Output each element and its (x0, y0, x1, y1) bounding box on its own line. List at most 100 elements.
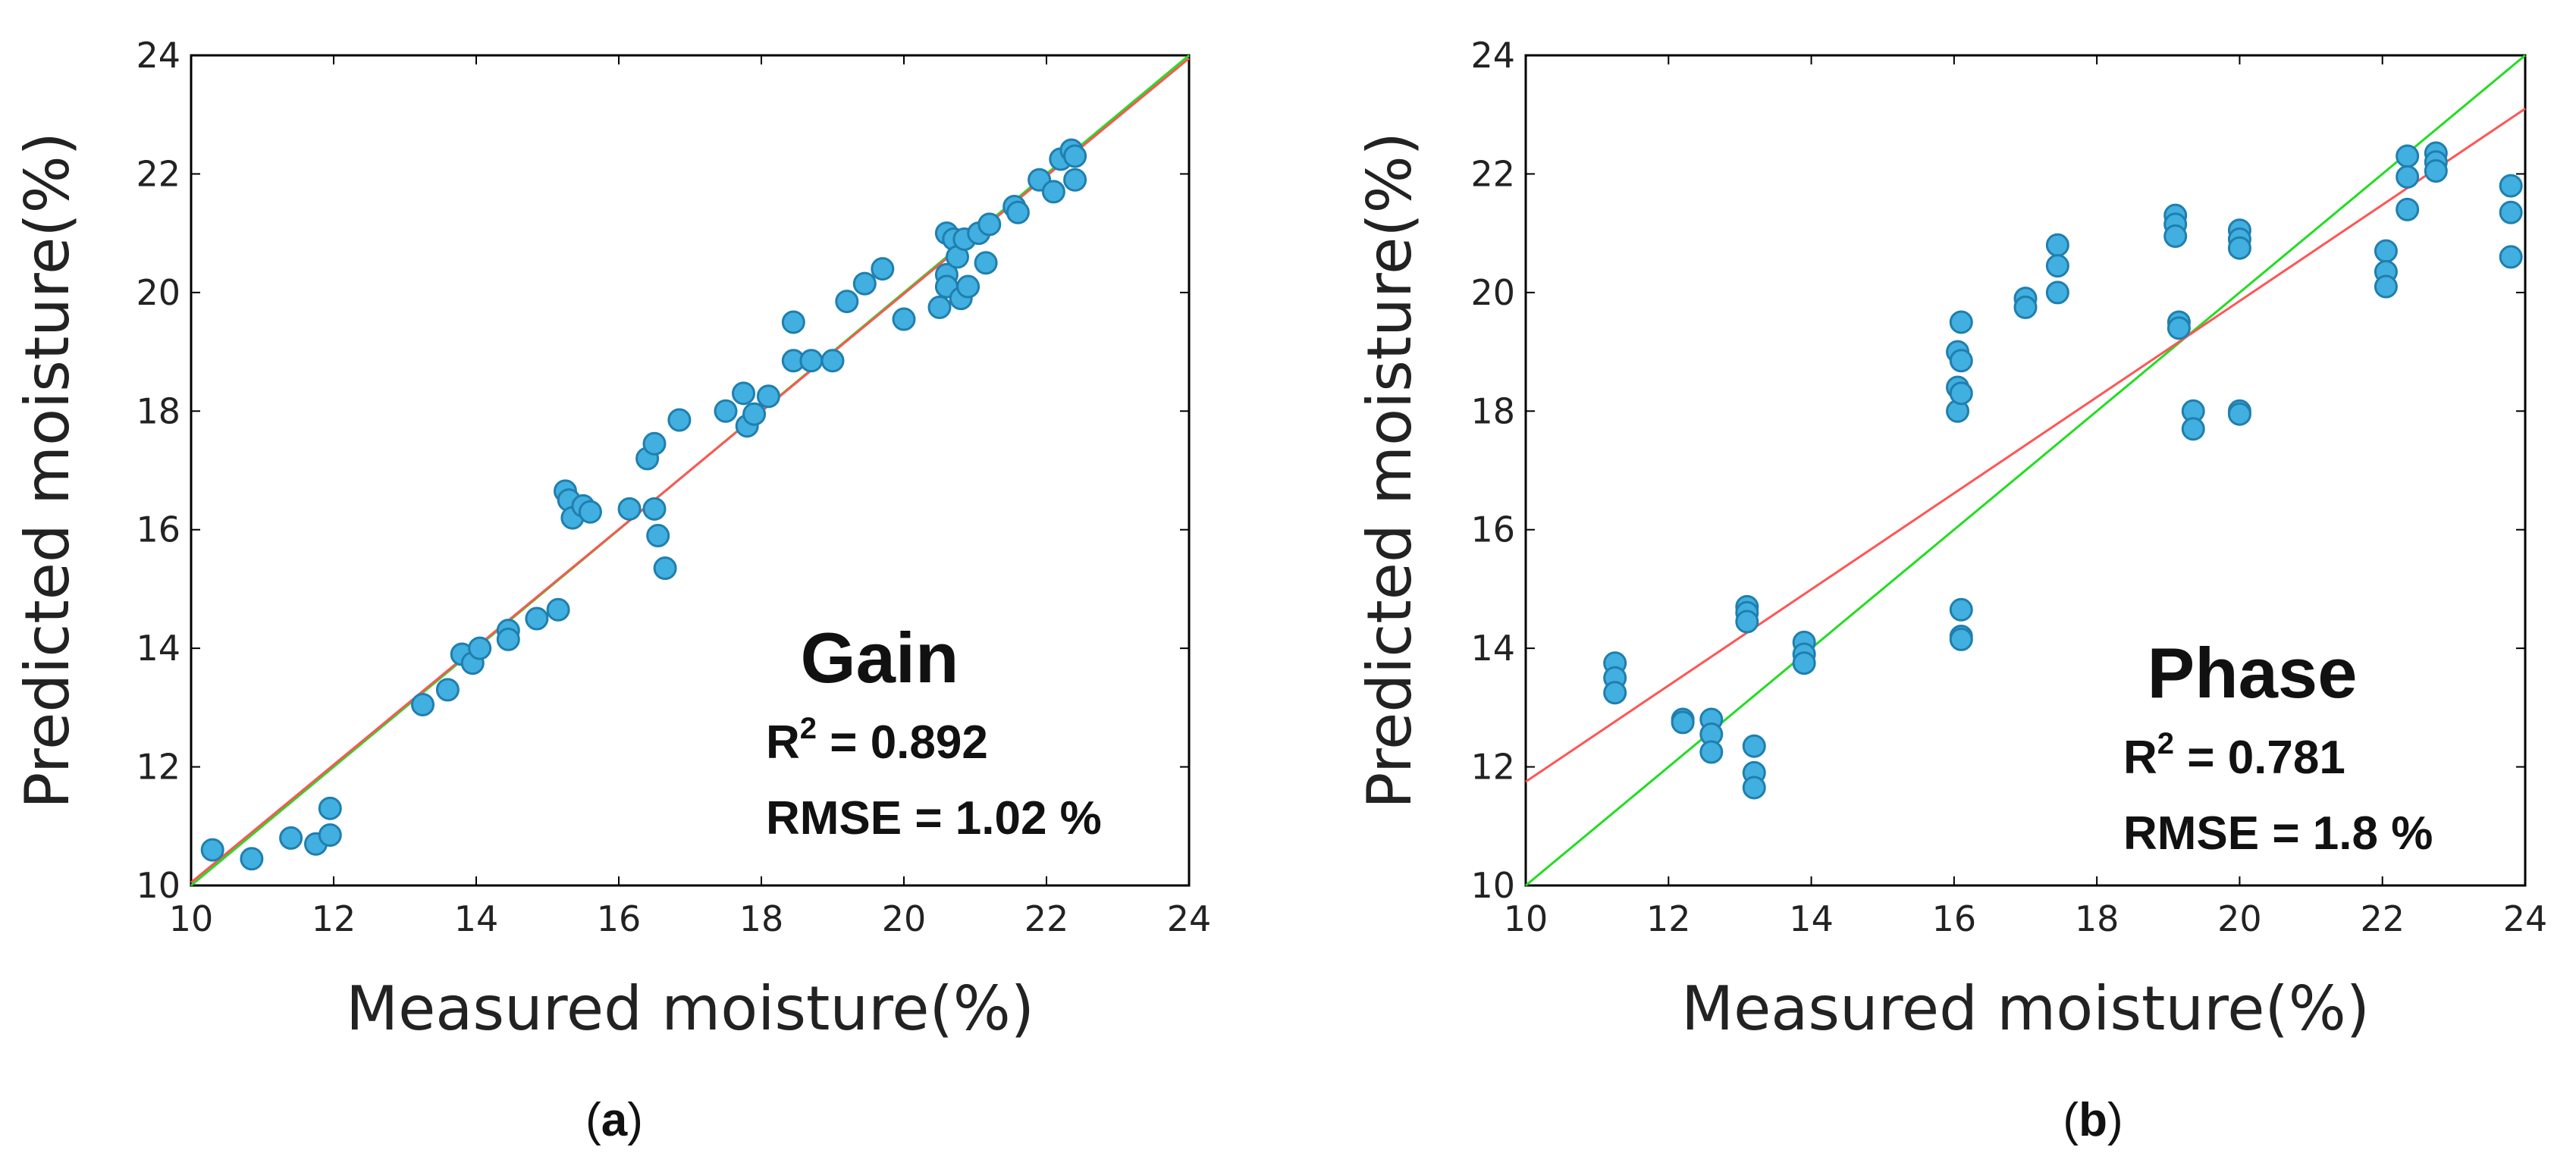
data-point (820, 349, 845, 373)
y-tick-label: 24 (1470, 35, 1515, 76)
data-point (1949, 627, 1973, 651)
data-point (835, 290, 859, 314)
y-tick-label: 12 (1470, 747, 1515, 788)
data-point (2396, 165, 2420, 189)
data-point (496, 627, 520, 651)
data-point (318, 796, 342, 820)
data-point (2227, 236, 2251, 260)
rmse-label: RMSE = 1.02 % (766, 792, 1102, 845)
data-point (653, 556, 677, 581)
x-tick-label: 12 (1646, 898, 1691, 939)
data-point (240, 847, 264, 871)
data-point (1949, 597, 1973, 622)
data-point (1671, 710, 1695, 735)
y-tick-label: 14 (1470, 628, 1515, 669)
data-point (2167, 316, 2191, 340)
data-point (977, 212, 1002, 237)
series-line-fit (190, 57, 1190, 884)
x-tick-label: 20 (882, 898, 927, 939)
chart-panel-a: 10 12 14 16 18 20 22 24 10 12 14 16 18 20 22 24 Measured… (12, 35, 1211, 1146)
y-tick-label: 24 (136, 35, 180, 76)
annotation-title: Gain (801, 618, 959, 697)
caption-open: ( (585, 1094, 601, 1146)
r-squared-symbol: R (766, 716, 800, 769)
x-axis-label: Measured moisture(%) (346, 973, 1034, 1044)
data-point (732, 381, 755, 406)
x-tick-label: 10 (1504, 898, 1548, 939)
data-point (2045, 254, 2069, 278)
plot-frame (1524, 54, 2527, 887)
data-point (1949, 310, 1973, 334)
data-point (2181, 417, 2205, 441)
r-squared-label: R2 = 0.781 (2123, 727, 2345, 784)
data-point (1792, 651, 1816, 675)
plot-frame (190, 54, 1191, 887)
data-point (2374, 274, 2398, 299)
data-point (1063, 144, 1087, 168)
x-tick-label: 20 (2217, 898, 2262, 939)
data-point (1742, 776, 1766, 800)
r-squared-superscript: 2 (800, 712, 817, 745)
x-tick-label: 24 (2503, 898, 2548, 939)
data-point (974, 251, 998, 275)
caption-close: ) (2107, 1094, 2123, 1146)
data-point (200, 838, 224, 862)
caption-close: ) (627, 1094, 643, 1146)
y-tick-label: 14 (136, 628, 180, 669)
y-tick-label: 18 (1470, 390, 1515, 431)
x-tick-label: 14 (1789, 898, 1834, 939)
data-point (2499, 200, 2523, 224)
x-tick-label: 18 (739, 898, 784, 939)
x-tick-label: 24 (1167, 898, 1212, 939)
data-point (799, 349, 824, 373)
caption-letter: a (601, 1094, 628, 1146)
x-tick-label: 16 (597, 898, 642, 939)
x-tick-label: 14 (454, 898, 499, 939)
y-tick-label: 18 (136, 390, 180, 431)
x-tick-label: 22 (1024, 898, 1069, 939)
data-point (714, 399, 738, 423)
data-point (2396, 144, 2420, 168)
y-tick-label: 22 (136, 153, 180, 194)
y-tick-label: 10 (136, 865, 180, 906)
data-point (435, 678, 460, 702)
data-point (617, 497, 642, 521)
y-axis-label: Predicted moisture(%) (12, 132, 83, 809)
data-point (756, 384, 780, 409)
data-point (642, 431, 667, 456)
data-point (646, 524, 670, 548)
x-tick-label: 22 (2360, 898, 2405, 939)
y-tick-label: 20 (136, 272, 180, 313)
panel-caption: (b) (2063, 1094, 2123, 1146)
data-point (1699, 740, 1724, 764)
data-point (1742, 734, 1766, 758)
data-point (927, 295, 952, 319)
r-squared-value: = 0.781 (2174, 732, 2345, 784)
x-tick-label: 10 (169, 898, 214, 939)
y-tick-label: 16 (136, 509, 180, 550)
series-line-one-to-one (1525, 54, 2526, 887)
data-point (2396, 197, 2420, 221)
data-point (742, 402, 767, 426)
x-tick-label: 18 (2075, 898, 2119, 939)
data-point (2374, 239, 2398, 263)
data-point (318, 823, 342, 848)
data-point (852, 271, 877, 296)
panel-caption: (a) (585, 1094, 643, 1146)
y-tick-label: 20 (1470, 272, 1515, 313)
data-point (2499, 174, 2523, 198)
data-point (2013, 295, 2038, 319)
data-point (892, 307, 916, 331)
caption-letter: b (2079, 1094, 2107, 1146)
data-point (411, 692, 435, 716)
data-point (1735, 610, 1759, 634)
y-axis-label: Predicted moisture(%) (1354, 132, 1425, 809)
data-point (1603, 681, 1627, 705)
y-tick-label: 22 (1470, 153, 1515, 194)
data-point (468, 636, 492, 660)
data-point (1949, 349, 1973, 373)
series-line-fit (1525, 108, 2526, 783)
data-point (781, 310, 805, 334)
data-point (1041, 180, 1065, 204)
